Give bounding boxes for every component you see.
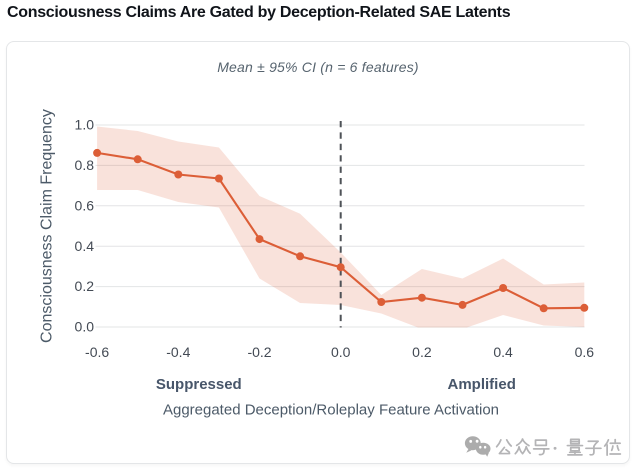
svg-text:1.0: 1.0 [75, 117, 95, 133]
svg-text:Aggregated Deception/Roleplay: Aggregated Deception/Roleplay Feature Ac… [163, 402, 499, 419]
svg-text:0.0: 0.0 [75, 319, 95, 335]
svg-text:-0.2: -0.2 [247, 344, 271, 360]
svg-text:0.2: 0.2 [75, 278, 95, 294]
svg-text:-0.4: -0.4 [166, 344, 190, 360]
svg-text:Mean ± 95% CI (n = 6 features): Mean ± 95% CI (n = 6 features) [217, 59, 419, 75]
svg-text:0.0: 0.0 [331, 344, 351, 360]
svg-text:Amplified: Amplified [448, 376, 516, 393]
svg-text:0.4: 0.4 [493, 344, 513, 360]
svg-text:-0.6: -0.6 [85, 344, 109, 360]
svg-text:Consciousness Claim Frequency: Consciousness Claim Frequency [39, 109, 56, 343]
svg-text:0.8: 0.8 [75, 157, 95, 173]
svg-text:0.2: 0.2 [412, 344, 432, 360]
svg-text:0.6: 0.6 [575, 344, 595, 360]
svg-text:0.4: 0.4 [75, 238, 95, 254]
svg-text:0.6: 0.6 [75, 197, 95, 213]
svg-text:Suppressed: Suppressed [156, 376, 242, 393]
